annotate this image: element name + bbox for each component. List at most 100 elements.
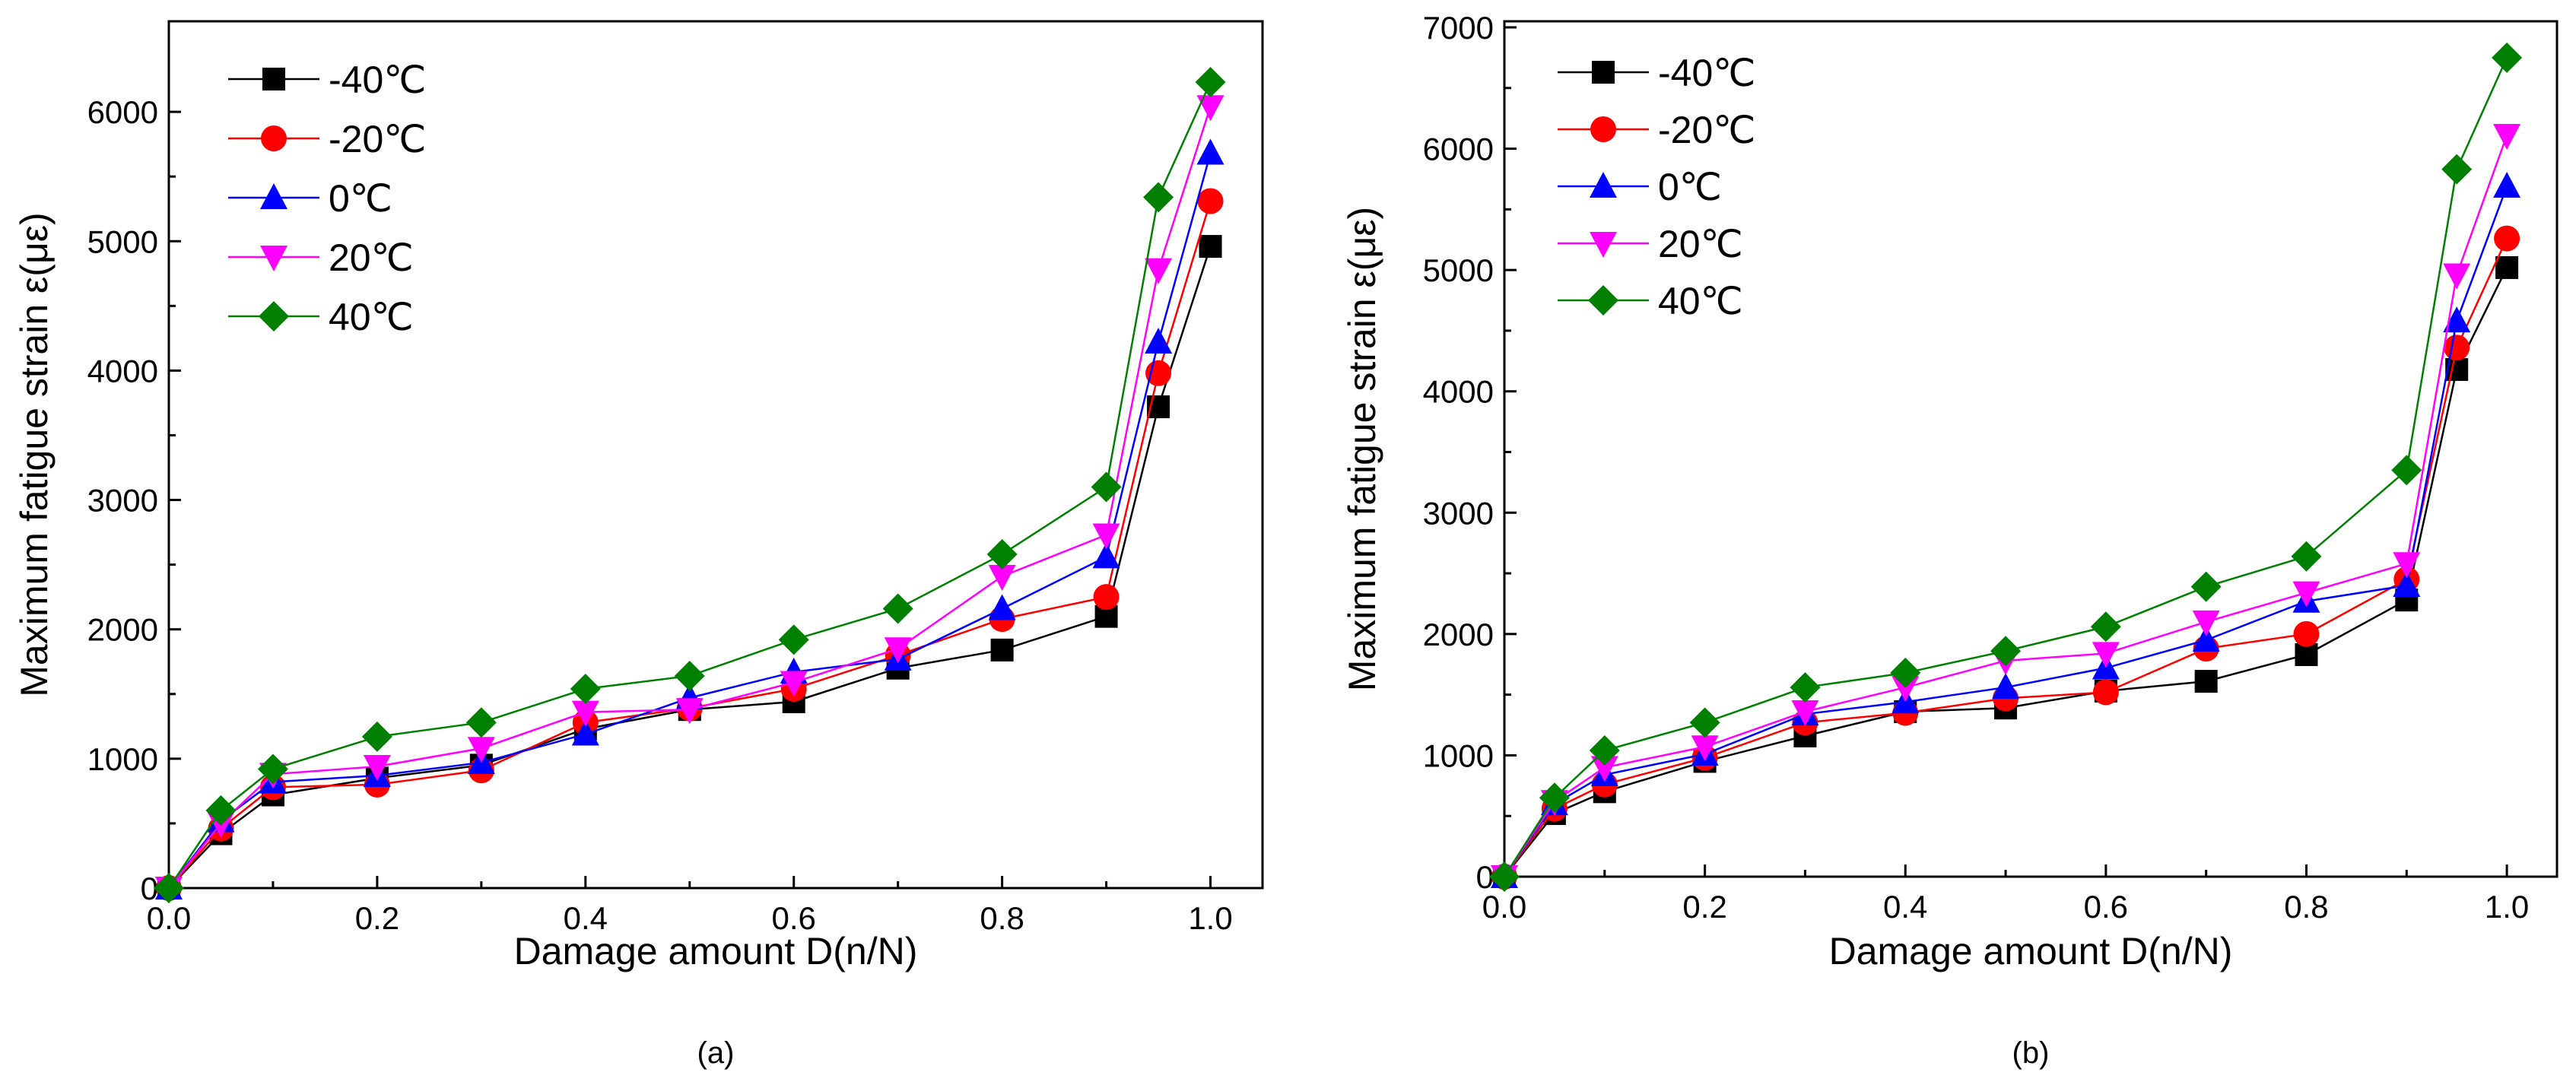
data-point xyxy=(1091,471,1122,503)
legend-item: -40℃ xyxy=(228,59,426,101)
x-tick-label: 0.6 xyxy=(772,900,816,936)
x-tick-label: 0.2 xyxy=(355,900,399,936)
x-axis-label: Damage amount D(n/N) xyxy=(514,930,918,972)
data-point xyxy=(2295,642,2318,666)
data-point xyxy=(2194,670,2218,693)
series-line xyxy=(167,81,1212,889)
x-tick-label: 0.0 xyxy=(147,900,191,936)
data-point xyxy=(882,593,913,624)
series-line xyxy=(168,106,1212,889)
y-tick-label: 0 xyxy=(141,871,158,906)
legend-marker xyxy=(1588,285,1618,316)
data-point xyxy=(2293,620,2320,647)
data-point xyxy=(2090,611,2121,642)
legend-item: -20℃ xyxy=(1558,109,1755,151)
series-line xyxy=(168,201,1212,889)
legend-label: 0℃ xyxy=(1658,166,1722,208)
legend-marker xyxy=(262,68,285,90)
data-point xyxy=(571,700,599,727)
series-2 xyxy=(156,188,1224,901)
data-point xyxy=(780,671,808,697)
data-point xyxy=(2393,552,2421,579)
y-tick-label: 6000 xyxy=(1423,132,1494,167)
data-point xyxy=(1489,861,1520,892)
y-tick-label: 2000 xyxy=(87,612,158,648)
x-axis-label: Damage amount D(n/N) xyxy=(1829,930,2233,972)
y-tick-label: 3000 xyxy=(87,483,158,519)
y-tick-label: 3000 xyxy=(1423,495,1494,531)
data-point xyxy=(257,753,288,785)
data-point xyxy=(675,698,704,725)
data-point xyxy=(1199,235,1222,259)
y-tick-label: 5000 xyxy=(87,224,158,259)
data-point xyxy=(778,624,809,655)
data-point xyxy=(1992,673,2020,700)
x-tick-label: 0.0 xyxy=(1482,889,1526,925)
series-line xyxy=(168,246,1212,889)
x-tick-label: 0.4 xyxy=(1883,889,1927,925)
legend-item: 0℃ xyxy=(1558,166,1722,208)
series-line xyxy=(1503,57,2508,877)
data-point xyxy=(884,637,912,664)
data-point xyxy=(990,638,1014,661)
panel-caption: (b) xyxy=(2012,1036,2050,1070)
chart-panel-a: 0.0 0.2 0.4 0.6 0.8 1.0 0 1000 2000 3000 4000 5000 6… xyxy=(13,20,1264,1070)
data-point xyxy=(2492,42,2523,73)
y-tick-label: 1000 xyxy=(1423,738,1494,773)
data-point xyxy=(1589,735,1620,766)
data-point xyxy=(2092,679,2119,706)
y-tick-label: 2000 xyxy=(1423,617,1494,652)
y-axis-label: Maximum fatigue strain ε(με) xyxy=(13,212,56,696)
y-tick-label: 0 xyxy=(1476,859,1494,895)
data-point xyxy=(1539,782,1570,814)
data-point xyxy=(1145,258,1173,284)
legend-marker xyxy=(261,125,287,151)
data-point xyxy=(1892,676,1920,703)
legend-marker xyxy=(1590,116,1616,142)
legend-item: 40℃ xyxy=(1558,280,1743,322)
legend-marker xyxy=(1590,232,1617,258)
data-point xyxy=(988,594,1016,620)
data-point xyxy=(1990,636,2022,667)
legend-marker xyxy=(1590,172,1617,198)
data-point xyxy=(986,539,1018,570)
x-tick-label: 0.8 xyxy=(980,900,1024,936)
legend-marker xyxy=(260,183,287,209)
legend: -40℃ -20℃ 0℃ 20℃ 40℃ xyxy=(228,59,426,338)
legend-item: -40℃ xyxy=(1558,52,1755,94)
data-point xyxy=(1143,182,1174,213)
data-point xyxy=(154,873,184,903)
data-point xyxy=(465,707,497,738)
y-axis-label: Maximum fatigue strain ε(με) xyxy=(1341,207,1383,691)
x-tick-label: 1.0 xyxy=(1188,900,1232,936)
x-tick-label: 0.2 xyxy=(1682,889,1726,925)
panel-caption: (a) xyxy=(697,1036,735,1070)
data-point xyxy=(571,719,599,746)
data-point xyxy=(1890,657,1921,688)
series-line xyxy=(1503,135,2508,877)
data-point xyxy=(2092,642,2120,668)
series-line xyxy=(1503,238,2508,877)
data-point xyxy=(2391,455,2422,486)
y-tick-label: 4000 xyxy=(1423,374,1494,410)
legend-label: 40℃ xyxy=(329,296,414,338)
x-tick-label: 0.4 xyxy=(564,900,608,936)
series-5 xyxy=(154,66,1226,903)
data-point xyxy=(2291,541,2322,572)
legend-label: 20℃ xyxy=(329,236,414,279)
data-point xyxy=(363,755,391,782)
series-1 xyxy=(1493,255,2519,888)
legend-label: -40℃ xyxy=(1658,52,1755,94)
data-point xyxy=(1196,138,1224,165)
data-point xyxy=(1197,188,1224,214)
legend-item: -20℃ xyxy=(228,118,426,160)
legend: -40℃ -20℃ 0℃ 20℃ 40℃ xyxy=(1558,52,1755,322)
data-point xyxy=(2443,306,2471,333)
x-tick-label: 0.6 xyxy=(2084,889,2128,925)
data-point xyxy=(674,660,705,691)
data-point xyxy=(988,564,1016,591)
data-point xyxy=(1691,735,1719,762)
legend-label: 20℃ xyxy=(1658,223,1743,265)
legend-label: 0℃ xyxy=(329,177,392,220)
